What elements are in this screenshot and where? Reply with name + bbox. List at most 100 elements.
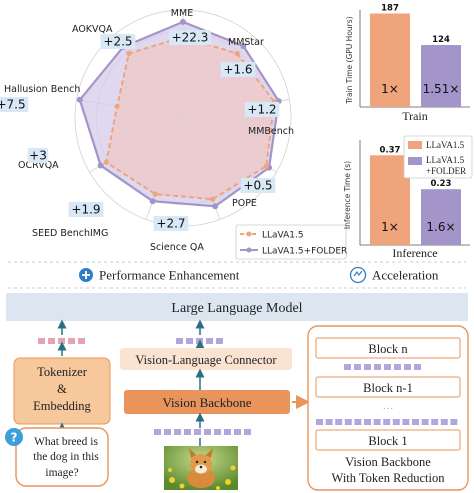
- token: [316, 419, 323, 425]
- token: [354, 364, 361, 370]
- acceleration-label: Acceleration: [372, 268, 439, 283]
- question-icon: [5, 428, 23, 446]
- token: [364, 419, 371, 425]
- token: [412, 419, 419, 425]
- bar-legend-folder-line1: LLaVA1.5: [426, 155, 465, 165]
- bar-speedup-label: 1×: [381, 220, 399, 234]
- radar-series-llava: [105, 35, 276, 201]
- train-xlabel: Train: [402, 109, 428, 123]
- radar-axis-label: POPE: [232, 198, 257, 209]
- bar-legend-llava: LLaVA1.5: [426, 140, 465, 150]
- vision-backbone-box: [124, 390, 290, 414]
- connector-label: Vision-Language Connector: [135, 353, 277, 367]
- token: [206, 338, 213, 344]
- inference-time-chart: Inference Time (s) 0.37 1× 0.23 1.6× Infere…: [343, 135, 473, 260]
- token: [78, 338, 85, 344]
- radar-axis-label: MMBench: [248, 126, 294, 137]
- bar-inference-0: [370, 155, 410, 245]
- radar-point-folder: [76, 96, 83, 103]
- radar-axis-label: AOKVQA: [72, 24, 113, 35]
- radar-gain-box: [0, 97, 29, 112]
- llm-band: [6, 293, 468, 321]
- radar-point-llava: [103, 159, 109, 165]
- radar-gain-box: [100, 34, 136, 49]
- radar-gain-box: [240, 178, 276, 193]
- token: [364, 364, 371, 370]
- token: [194, 429, 201, 435]
- radar-point-llava: [234, 50, 240, 57]
- performance-label: Performance Enhancement: [99, 268, 240, 283]
- banner: Performance Enhancement Acceleration: [8, 261, 466, 289]
- bar-value-label: 0.23: [431, 179, 452, 189]
- question-line3: image?: [45, 467, 78, 479]
- token: [184, 429, 191, 435]
- token: [196, 338, 203, 344]
- inference-xlabel: Inference: [392, 246, 437, 260]
- bar-legend-folder-line2: +FOLDER: [426, 166, 466, 176]
- token: [344, 419, 352, 425]
- token-reduction-panel: Block n Block n-1 ··· Block 1 Vision Bac…: [307, 325, 469, 491]
- radar-point-folder: [212, 203, 219, 210]
- token: [394, 364, 401, 370]
- token: [414, 364, 421, 370]
- token: [374, 364, 381, 370]
- radar-point-llava: [209, 196, 216, 202]
- radar-gain-label: +3: [29, 149, 47, 163]
- radar-point-folder: [149, 198, 156, 205]
- token: [392, 419, 400, 425]
- question-line2: the dog in this: [33, 451, 99, 463]
- block-n-1-label: Block n-1: [363, 381, 413, 395]
- radar-gain-box: [153, 216, 189, 231]
- bar-inference-1: [421, 189, 461, 245]
- token: [244, 429, 251, 435]
- bar-train-0: [370, 13, 410, 107]
- bar-speedup-label: 1.6×: [426, 220, 455, 234]
- radar-axis-label: OCRVQA: [18, 160, 59, 171]
- token: [234, 429, 241, 435]
- radar-gain-box: [169, 30, 211, 45]
- token: [164, 429, 171, 435]
- block-1: [315, 429, 461, 451]
- vision-backbone-label: Vision Backbone: [162, 395, 251, 410]
- token: [186, 338, 193, 344]
- bar-speedup-label: 1.51×: [423, 82, 460, 96]
- block-n: [315, 337, 461, 359]
- legend-folder: LLaVA1.5+FOLDER: [262, 247, 347, 257]
- block-n-label: Block n: [368, 342, 408, 356]
- token: [440, 419, 448, 425]
- token: [58, 338, 65, 344]
- tokenizer-line1: Tokenizer: [37, 365, 88, 379]
- token: [154, 429, 161, 435]
- radar-point-llava: [263, 163, 269, 169]
- token: [421, 419, 429, 425]
- token: [325, 419, 333, 425]
- reduction-caption-line2: With Token Reduction: [332, 471, 446, 485]
- token: [373, 419, 381, 425]
- radar-gain-label: +7.5: [0, 98, 26, 112]
- bar-value-label: 187: [381, 4, 399, 14]
- token: [431, 419, 439, 425]
- radar-axis-label: MME: [171, 8, 193, 19]
- token: [335, 419, 343, 425]
- radar-gain-label: +1.6: [223, 63, 252, 77]
- radar-axis-label: Hallusion Bench: [4, 84, 80, 95]
- radar-gain-label: +1.9: [71, 203, 100, 217]
- token: [48, 338, 55, 344]
- radar-legend: LLaVA1.5 LLaVA1.5+FOLDER: [235, 224, 347, 260]
- token: [68, 338, 75, 344]
- radar-gain-label: +22.3: [172, 31, 209, 45]
- connector-box: [120, 348, 292, 370]
- token: [38, 338, 45, 344]
- token: [176, 338, 183, 344]
- token: [404, 364, 411, 370]
- radar-gain-label: +2.7: [156, 217, 185, 231]
- question-bubble: [15, 427, 109, 487]
- bar-train-1: [421, 45, 461, 107]
- block-ellipsis: ···: [383, 403, 394, 415]
- token: [224, 429, 231, 435]
- question-line1: What breed is: [34, 436, 98, 448]
- tokenizer-line2: &: [57, 382, 67, 396]
- radar-axis-label: Science QA: [150, 242, 204, 253]
- radar-point-llava: [152, 191, 158, 197]
